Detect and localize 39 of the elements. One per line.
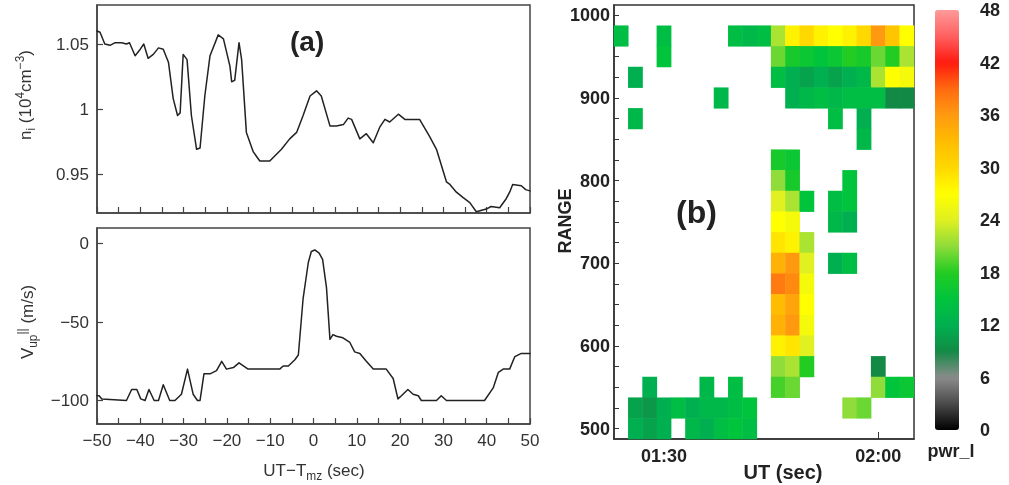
x-tick-label: 30 [433,431,453,450]
color-bar-label: 36 [980,105,1001,125]
y-tick-label: 1.05 [55,34,89,54]
x-tick-label: 20 [390,431,410,450]
text: (a) [290,25,325,57]
color-bar-label: 30 [980,157,1001,178]
color-bar-label: 24 [980,210,1001,230]
x-tick-label: 10 [347,431,367,450]
color-bar-label: 12 [980,315,1001,335]
color-bar-label: 18 [980,262,1001,283]
y-tick-label: 500 [579,418,610,439]
x-tick-label: 02:00 [855,446,902,466]
text: (b) [676,194,717,230]
x-tick-label: 0 [308,431,319,450]
color-bar-label: 48 [980,0,1001,20]
y-tick-label: 1000 [569,5,610,26]
y-tick-label: −50 [60,312,89,332]
line-series [96,249,531,402]
y-tick-label: 900 [579,88,610,108]
x-tick-label: −10 [255,431,285,450]
y-tick-label: 600 [579,336,610,356]
x-tick-label: 40 [477,431,497,450]
x-tick-label: 01:30 [640,446,688,466]
y-tick-label: 700 [579,253,610,274]
y-tick-label: 800 [579,170,610,191]
x-tick-label: −30 [169,431,199,450]
y-tick-label: −100 [50,390,89,410]
x-tick-label: −40 [125,431,155,450]
color-bar-label: 42 [980,52,1001,73]
color-bar-label: 6 [980,367,991,388]
x-tick-label: −20 [212,431,242,450]
y-tick-label: 0.95 [55,164,89,184]
y-axis-title: RANGE [555,188,576,254]
x-axis-title: UT (sec) [743,461,823,483]
x-axis-title: UT−T$_{mz}$ (sec) [263,460,365,484]
y-tick-label: 1 [79,99,89,119]
color-bar-title: pwr_l [927,441,975,462]
y-tick-label: 0 [79,234,89,254]
x-tick-label: 50 [520,431,540,450]
